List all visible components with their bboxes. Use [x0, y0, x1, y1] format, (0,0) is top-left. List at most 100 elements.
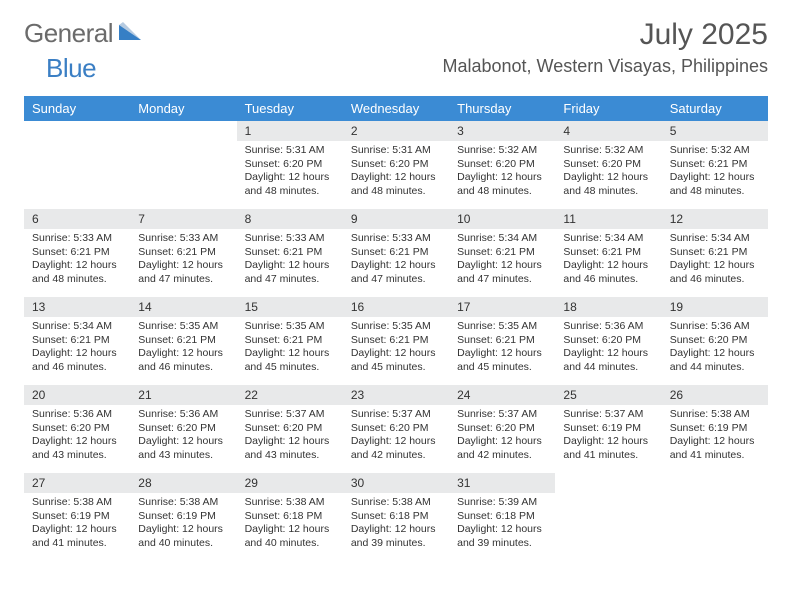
day-number [555, 473, 661, 493]
day-details: Sunrise: 5:35 AMSunset: 6:21 PMDaylight:… [237, 317, 343, 381]
weekday-header: Monday [130, 96, 236, 121]
calendar-week-row: 1Sunrise: 5:31 AMSunset: 6:20 PMDaylight… [24, 121, 768, 209]
calendar-day-cell: 25Sunrise: 5:37 AMSunset: 6:19 PMDayligh… [555, 385, 661, 473]
day-number: 3 [449, 121, 555, 141]
day-details: Sunrise: 5:33 AMSunset: 6:21 PMDaylight:… [24, 229, 130, 293]
calendar-day-cell: 7Sunrise: 5:33 AMSunset: 6:21 PMDaylight… [130, 209, 236, 297]
day-details: Sunrise: 5:31 AMSunset: 6:20 PMDaylight:… [343, 141, 449, 205]
day-number: 18 [555, 297, 661, 317]
weekday-header: Saturday [662, 96, 768, 121]
day-details: Sunrise: 5:34 AMSunset: 6:21 PMDaylight:… [24, 317, 130, 381]
day-details: Sunrise: 5:38 AMSunset: 6:18 PMDaylight:… [343, 493, 449, 557]
day-details: Sunrise: 5:35 AMSunset: 6:21 PMDaylight:… [449, 317, 555, 381]
day-number: 5 [662, 121, 768, 141]
day-number: 21 [130, 385, 236, 405]
day-number: 11 [555, 209, 661, 229]
day-details: Sunrise: 5:36 AMSunset: 6:20 PMDaylight:… [130, 405, 236, 469]
calendar-day-cell: 16Sunrise: 5:35 AMSunset: 6:21 PMDayligh… [343, 297, 449, 385]
calendar-day-cell: 21Sunrise: 5:36 AMSunset: 6:20 PMDayligh… [130, 385, 236, 473]
day-details: Sunrise: 5:36 AMSunset: 6:20 PMDaylight:… [662, 317, 768, 381]
day-number: 13 [24, 297, 130, 317]
day-number: 27 [24, 473, 130, 493]
day-number: 1 [237, 121, 343, 141]
calendar-day-cell: 14Sunrise: 5:35 AMSunset: 6:21 PMDayligh… [130, 297, 236, 385]
month-title: July 2025 [442, 18, 768, 52]
day-number: 12 [662, 209, 768, 229]
day-details: Sunrise: 5:36 AMSunset: 6:20 PMDaylight:… [555, 317, 661, 381]
day-number: 8 [237, 209, 343, 229]
day-details: Sunrise: 5:32 AMSunset: 6:21 PMDaylight:… [662, 141, 768, 205]
calendar-day-cell: 30Sunrise: 5:38 AMSunset: 6:18 PMDayligh… [343, 473, 449, 561]
calendar-day-cell: 29Sunrise: 5:38 AMSunset: 6:18 PMDayligh… [237, 473, 343, 561]
calendar-day-cell: 27Sunrise: 5:38 AMSunset: 6:19 PMDayligh… [24, 473, 130, 561]
logo: General [24, 18, 147, 49]
day-details: Sunrise: 5:37 AMSunset: 6:20 PMDaylight:… [237, 405, 343, 469]
day-number: 20 [24, 385, 130, 405]
day-number: 31 [449, 473, 555, 493]
day-number: 28 [130, 473, 236, 493]
calendar-week-row: 27Sunrise: 5:38 AMSunset: 6:19 PMDayligh… [24, 473, 768, 561]
day-number: 14 [130, 297, 236, 317]
calendar-day-cell: 2Sunrise: 5:31 AMSunset: 6:20 PMDaylight… [343, 121, 449, 209]
day-details: Sunrise: 5:34 AMSunset: 6:21 PMDaylight:… [662, 229, 768, 293]
calendar-table: SundayMondayTuesdayWednesdayThursdayFrid… [24, 96, 768, 561]
day-details: Sunrise: 5:38 AMSunset: 6:19 PMDaylight:… [662, 405, 768, 469]
title-block: July 2025 Malabonot, Western Visayas, Ph… [442, 18, 768, 77]
day-number: 9 [343, 209, 449, 229]
calendar-day-cell: 8Sunrise: 5:33 AMSunset: 6:21 PMDaylight… [237, 209, 343, 297]
weekday-header: Friday [555, 96, 661, 121]
calendar-week-row: 20Sunrise: 5:36 AMSunset: 6:20 PMDayligh… [24, 385, 768, 473]
calendar-day-cell: 31Sunrise: 5:39 AMSunset: 6:18 PMDayligh… [449, 473, 555, 561]
calendar-day-cell [24, 121, 130, 209]
calendar-day-cell: 24Sunrise: 5:37 AMSunset: 6:20 PMDayligh… [449, 385, 555, 473]
day-number: 16 [343, 297, 449, 317]
day-number: 24 [449, 385, 555, 405]
calendar-day-cell: 15Sunrise: 5:35 AMSunset: 6:21 PMDayligh… [237, 297, 343, 385]
calendar-day-cell: 17Sunrise: 5:35 AMSunset: 6:21 PMDayligh… [449, 297, 555, 385]
calendar-day-cell: 5Sunrise: 5:32 AMSunset: 6:21 PMDaylight… [662, 121, 768, 209]
calendar-day-cell: 22Sunrise: 5:37 AMSunset: 6:20 PMDayligh… [237, 385, 343, 473]
day-details: Sunrise: 5:33 AMSunset: 6:21 PMDaylight:… [130, 229, 236, 293]
calendar-day-cell: 10Sunrise: 5:34 AMSunset: 6:21 PMDayligh… [449, 209, 555, 297]
day-details: Sunrise: 5:31 AMSunset: 6:20 PMDaylight:… [237, 141, 343, 205]
weekday-header: Thursday [449, 96, 555, 121]
day-number: 15 [237, 297, 343, 317]
day-number: 22 [237, 385, 343, 405]
calendar-day-cell [130, 121, 236, 209]
calendar-body: 1Sunrise: 5:31 AMSunset: 6:20 PMDaylight… [24, 121, 768, 561]
triangle-icon [119, 22, 143, 45]
calendar-day-cell: 1Sunrise: 5:31 AMSunset: 6:20 PMDaylight… [237, 121, 343, 209]
calendar-day-cell: 23Sunrise: 5:37 AMSunset: 6:20 PMDayligh… [343, 385, 449, 473]
day-number: 6 [24, 209, 130, 229]
day-number: 7 [130, 209, 236, 229]
calendar-day-cell: 18Sunrise: 5:36 AMSunset: 6:20 PMDayligh… [555, 297, 661, 385]
day-number: 23 [343, 385, 449, 405]
day-details: Sunrise: 5:38 AMSunset: 6:18 PMDaylight:… [237, 493, 343, 557]
calendar-day-cell: 11Sunrise: 5:34 AMSunset: 6:21 PMDayligh… [555, 209, 661, 297]
day-details: Sunrise: 5:38 AMSunset: 6:19 PMDaylight:… [130, 493, 236, 557]
day-number: 19 [662, 297, 768, 317]
calendar-day-cell: 28Sunrise: 5:38 AMSunset: 6:19 PMDayligh… [130, 473, 236, 561]
calendar-day-cell: 3Sunrise: 5:32 AMSunset: 6:20 PMDaylight… [449, 121, 555, 209]
day-number [24, 121, 130, 141]
calendar-day-cell: 20Sunrise: 5:36 AMSunset: 6:20 PMDayligh… [24, 385, 130, 473]
calendar-day-cell: 12Sunrise: 5:34 AMSunset: 6:21 PMDayligh… [662, 209, 768, 297]
day-details: Sunrise: 5:33 AMSunset: 6:21 PMDaylight:… [237, 229, 343, 293]
day-number: 17 [449, 297, 555, 317]
day-number: 10 [449, 209, 555, 229]
day-number [130, 121, 236, 141]
calendar-day-cell: 6Sunrise: 5:33 AMSunset: 6:21 PMDaylight… [24, 209, 130, 297]
location: Malabonot, Western Visayas, Philippines [442, 56, 768, 77]
calendar-day-cell [555, 473, 661, 561]
day-details: Sunrise: 5:37 AMSunset: 6:20 PMDaylight:… [343, 405, 449, 469]
day-number: 26 [662, 385, 768, 405]
day-number: 29 [237, 473, 343, 493]
calendar-day-cell: 19Sunrise: 5:36 AMSunset: 6:20 PMDayligh… [662, 297, 768, 385]
day-number [662, 473, 768, 493]
weekday-header-row: SundayMondayTuesdayWednesdayThursdayFrid… [24, 96, 768, 121]
weekday-header: Tuesday [237, 96, 343, 121]
day-details: Sunrise: 5:35 AMSunset: 6:21 PMDaylight:… [130, 317, 236, 381]
day-details: Sunrise: 5:36 AMSunset: 6:20 PMDaylight:… [24, 405, 130, 469]
calendar-week-row: 6Sunrise: 5:33 AMSunset: 6:21 PMDaylight… [24, 209, 768, 297]
logo-text-general: General [24, 18, 113, 49]
